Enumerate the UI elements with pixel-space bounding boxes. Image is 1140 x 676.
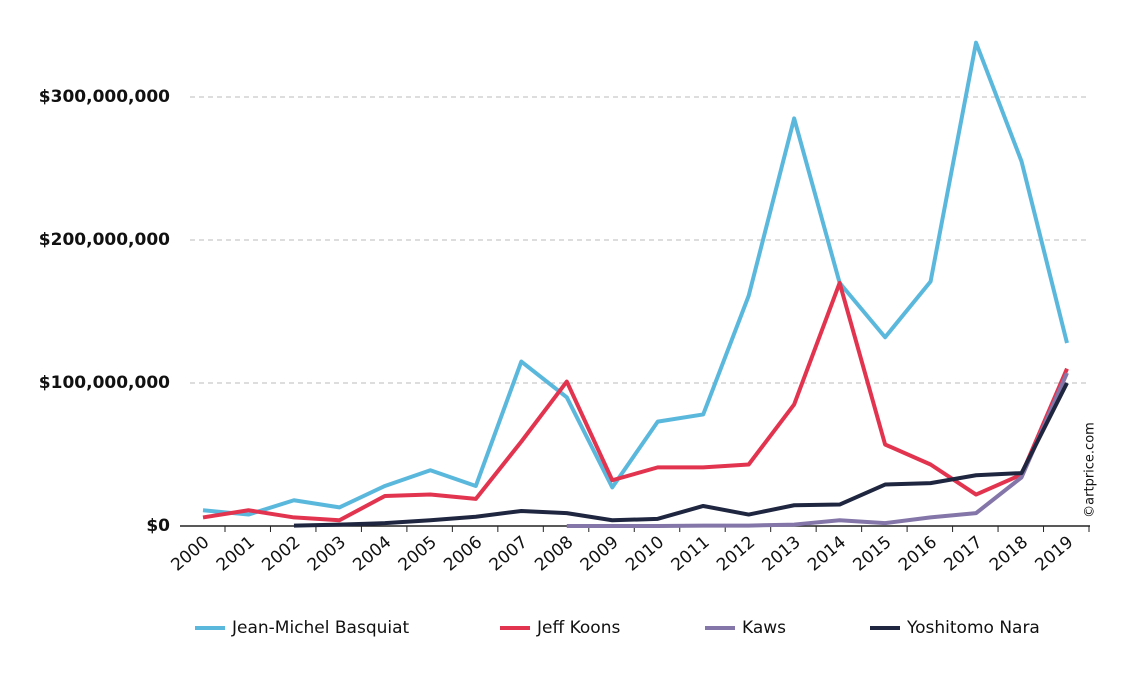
series-line xyxy=(202,280,1069,523)
x-tick-label: 2009 xyxy=(577,532,623,575)
x-tick-label: 2007 xyxy=(486,532,532,575)
x-tick-label: 2008 xyxy=(531,532,577,575)
x-tick-label: 2001 xyxy=(213,532,259,575)
watermark: ©artprice.com xyxy=(1083,422,1098,518)
x-tick-label: 2019 xyxy=(1031,532,1077,575)
x-tick-label: 2011 xyxy=(668,532,714,575)
x-tick-label: 2018 xyxy=(986,532,1032,575)
y-tick-label: $300,000,000 xyxy=(39,87,170,107)
x-tick-label: 2017 xyxy=(940,532,986,575)
x-tick-label: 2004 xyxy=(349,532,395,575)
x-tick-label: 2015 xyxy=(850,532,896,575)
series-line xyxy=(566,372,1069,528)
legend-label: Jeff Koons xyxy=(536,618,620,638)
x-tick-label: 2014 xyxy=(804,532,850,575)
series-line xyxy=(293,382,1069,528)
x-tick-label: 2000 xyxy=(167,532,213,575)
x-tick-label: 2002 xyxy=(258,532,304,575)
legend-label: Yoshitomo Nara xyxy=(906,618,1040,638)
x-tick-label: 2005 xyxy=(395,532,441,575)
legend-label: Kaws xyxy=(742,618,786,638)
x-tick-label: 2013 xyxy=(759,532,805,575)
series-line xyxy=(202,40,1069,517)
x-tick-label: 2010 xyxy=(622,532,668,575)
y-tick-label: $0 xyxy=(146,516,170,536)
legend-label: Jean-Michel Basquiat xyxy=(231,618,410,638)
x-tick-label: 2003 xyxy=(304,532,350,575)
y-tick-label: $100,000,000 xyxy=(39,373,170,393)
x-tick-label: 2012 xyxy=(713,532,759,575)
x-tick-label: 2016 xyxy=(895,532,941,575)
x-tick-label: 2006 xyxy=(440,532,486,575)
y-tick-label: $200,000,000 xyxy=(39,230,170,250)
